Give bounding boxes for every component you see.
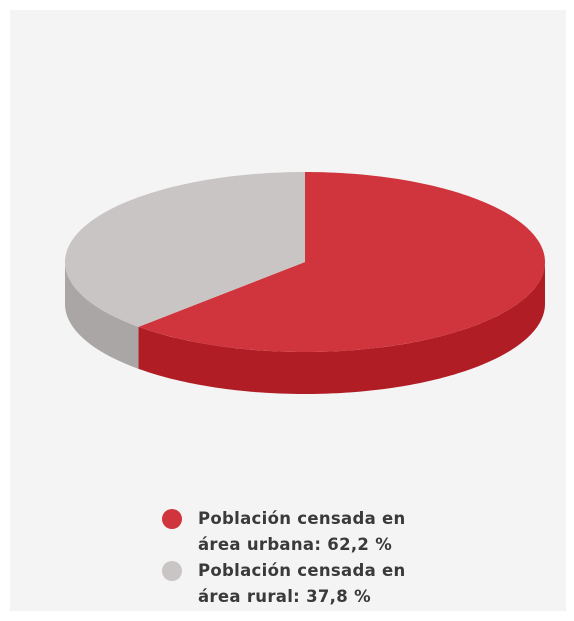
legend-label: Población censada en área urbana:: [198, 509, 406, 554]
value-label: 37,8 %: [306, 587, 371, 606]
legend-marker: [162, 509, 182, 529]
slice-side: [138, 262, 545, 394]
slice: [138, 172, 545, 352]
legend-marker: [162, 561, 182, 581]
value-label: 62,2 %: [327, 535, 393, 554]
legend: Población censada en área urbana: 62,2 %…: [160, 506, 460, 610]
slice: [65, 172, 305, 327]
legend-label: Población censada en área rural:: [198, 561, 406, 606]
legend-item: Población censada en área rural: 37,8 %: [160, 558, 428, 610]
legend-item: Población censada en área urbana: 62,2 %: [160, 506, 428, 558]
slice-side: [65, 262, 139, 369]
